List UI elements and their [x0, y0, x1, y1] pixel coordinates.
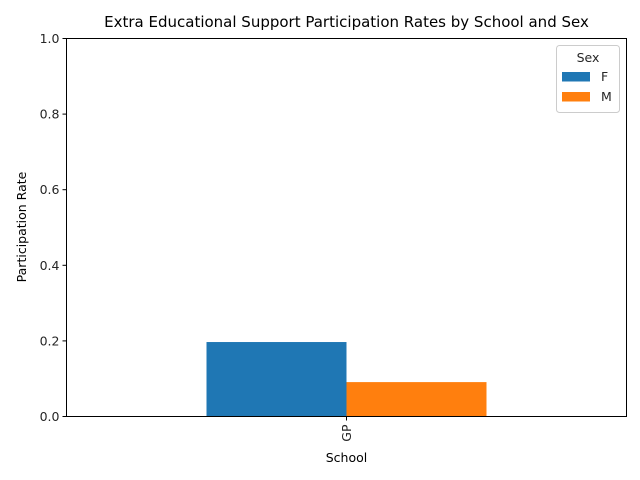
- y-tick-label: 0.8: [40, 107, 60, 122]
- y-tick-label: 1.0: [40, 31, 60, 46]
- bar-M-GP: [346, 382, 487, 417]
- plot-frame: [66, 38, 627, 417]
- x-tick-label: GP: [339, 424, 354, 442]
- x-axis-label: School: [326, 450, 368, 465]
- y-tick-label: 0.0: [40, 409, 60, 424]
- bar-F-GP: [206, 342, 347, 417]
- legend-swatch-F: [562, 72, 590, 82]
- legend-items: FM: [562, 69, 612, 104]
- legend-title: Sex: [577, 50, 600, 65]
- chart-title: Extra Educational Support Participation …: [104, 13, 589, 31]
- legend-swatch-M: [562, 92, 590, 102]
- y-tick-label: 0.2: [40, 333, 60, 348]
- y-axis-label: Participation Rate: [14, 171, 29, 282]
- x-axis-ticks: GP: [339, 416, 354, 442]
- y-tick-label: 0.6: [40, 182, 60, 197]
- y-tick-label: 0.4: [40, 258, 60, 273]
- bar-group: [206, 342, 487, 417]
- legend-label-M: M: [601, 89, 612, 104]
- legend-label-F: F: [601, 69, 608, 84]
- y-axis-ticks: 0.0 0.2 0.4 0.6 0.8 1.0: [40, 31, 67, 424]
- legend: Sex FM: [556, 45, 620, 113]
